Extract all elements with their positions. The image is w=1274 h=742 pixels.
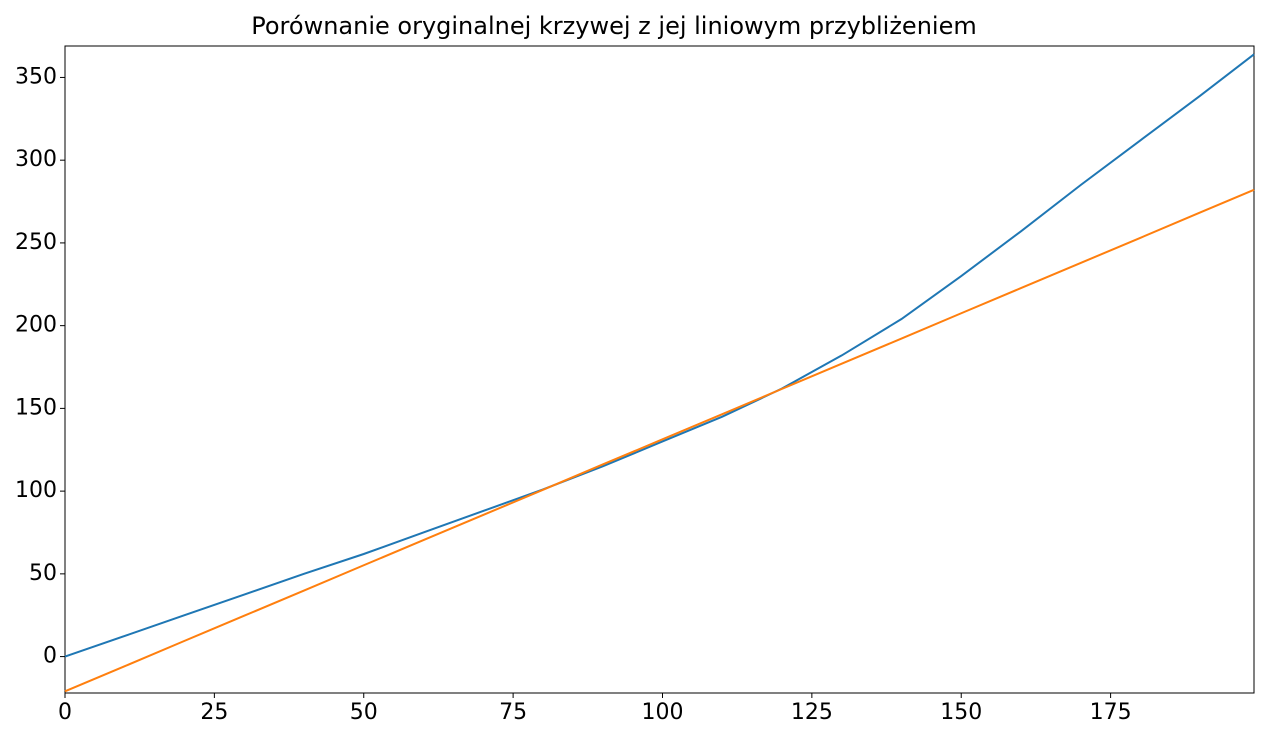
- y-tick-label: 50: [29, 561, 57, 586]
- y-tick-label: 150: [15, 395, 57, 420]
- chart-title: Porównanie oryginalnej krzywej z jej lin…: [251, 12, 976, 40]
- x-tick-label: 50: [350, 700, 378, 725]
- y-tick-label: 100: [15, 478, 57, 503]
- y-tick-label: 350: [15, 64, 57, 89]
- x-tick-label: 175: [1090, 700, 1132, 725]
- x-tick-label: 100: [641, 700, 683, 725]
- x-tick-label: 0: [58, 700, 72, 725]
- x-tick-label: 150: [940, 700, 982, 725]
- line-series: [64, 188, 1255, 693]
- x-tick-label: 75: [499, 700, 527, 725]
- y-tick-label: 200: [15, 313, 57, 338]
- line-series: [64, 53, 1255, 658]
- y-tick-label: 250: [15, 230, 57, 255]
- y-tick-label: 300: [15, 147, 57, 172]
- plot-frame: [64, 45, 1255, 694]
- x-tick-label: 25: [200, 700, 228, 725]
- y-tick-label: 0: [43, 644, 57, 669]
- x-tick-label: 125: [791, 700, 833, 725]
